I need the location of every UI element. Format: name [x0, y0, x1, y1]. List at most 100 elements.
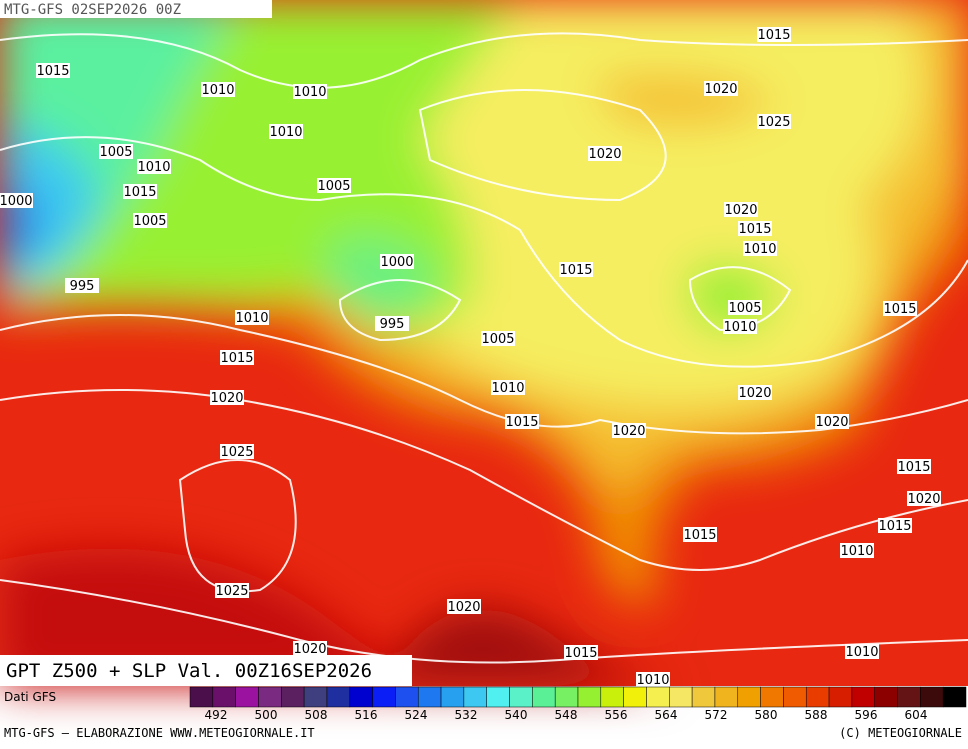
colorbar-label: 556 — [605, 708, 628, 722]
footer-right: (C) METEOGIORNALE — [839, 726, 962, 740]
label-text: 1020 — [907, 492, 940, 507]
label-bg — [99, 144, 133, 159]
colorbar-label: 548 — [555, 708, 578, 722]
colorbar-swatch — [417, 686, 442, 708]
label-text: 1010 — [293, 85, 326, 100]
label-text: 1025 — [220, 445, 253, 460]
colorbar-swatch — [669, 686, 693, 708]
isobar-label: 1010 — [723, 319, 757, 335]
label-text: 1020 — [447, 600, 480, 615]
colorbar-label: 500 — [255, 708, 278, 722]
label-bg — [0, 193, 33, 208]
colorbar-swatch — [554, 686, 579, 708]
colorbar-label: 572 — [705, 708, 728, 722]
label-bg — [293, 84, 327, 99]
label-text: 1010 — [137, 160, 170, 175]
isobar-label: 1010 — [743, 241, 777, 257]
label-text: 1005 — [481, 332, 514, 347]
colorbar-label: 596 — [855, 708, 878, 722]
colorbar-label: 508 — [305, 708, 328, 722]
colorbar-swatch — [737, 686, 761, 708]
colorbar-label: 540 — [505, 708, 528, 722]
colorbar-swatch — [235, 686, 259, 708]
label-text: 1020 — [815, 415, 848, 430]
colorbar-swatch — [212, 686, 236, 708]
colorbar-swatch — [646, 686, 670, 708]
isobar-label: 1020 — [293, 641, 327, 657]
isobar-label: 1020 — [815, 414, 849, 430]
colorbar: 492 500 508 516 524 532 540 548 556 564 572 580 588 5… — [189, 686, 967, 722]
run-info: MTG-GFS 02SEP2026 00Z — [4, 2, 181, 18]
label-bg — [728, 300, 762, 315]
label-bg — [757, 27, 791, 42]
label-text: 1010 — [201, 83, 234, 98]
isobar-label: 1015 — [123, 184, 157, 200]
label-text: 1015 — [883, 302, 916, 317]
colorbar-swatch — [783, 686, 807, 708]
label-text: 995 — [380, 317, 405, 332]
colorbar-label: 564 — [655, 708, 678, 722]
colorbar-swatch — [600, 686, 624, 708]
isobar-label: 1010 — [840, 543, 874, 559]
label-bg — [738, 385, 772, 400]
isobar-label: 995 — [65, 278, 99, 294]
isobar-label: 1020 — [704, 81, 738, 97]
isobar-label: 1025 — [757, 114, 791, 130]
label-bg — [317, 178, 351, 193]
colorbar-label: 532 — [455, 708, 478, 722]
isobar-label: 1025 — [215, 583, 249, 599]
label-text: 1020 — [724, 203, 757, 218]
label-text: 1015 — [564, 646, 597, 661]
isobar-label: 1020 — [447, 599, 481, 615]
isobar-label: 1015 — [683, 527, 717, 543]
label-text: 1020 — [704, 82, 737, 97]
label-text: 1020 — [588, 147, 621, 162]
label-text: 1005 — [99, 145, 132, 160]
isobar-label: 1015 — [757, 27, 791, 43]
isobar-label: 1005 — [99, 144, 133, 160]
label-text: 1020 — [738, 386, 771, 401]
isobar-label: 1010 — [636, 672, 670, 688]
label-text: 1005 — [133, 214, 166, 229]
header-box — [0, 0, 272, 18]
label-text: 1010 — [636, 673, 669, 688]
colorbar-swatch — [326, 686, 351, 708]
label-text: 1025 — [215, 584, 248, 599]
label-bg — [564, 645, 598, 660]
colorbar-label: 524 — [405, 708, 428, 722]
label-text: 1005 — [728, 301, 761, 316]
colorbar-label: 516 — [355, 708, 378, 722]
colorbar-label: 604 — [905, 708, 928, 722]
colorbar-swatch — [509, 686, 533, 708]
label-text: 1005 — [317, 179, 350, 194]
colorbar-swatch — [897, 686, 921, 708]
label-bg — [269, 124, 303, 139]
label-bg — [65, 278, 99, 293]
colorbar-swatch — [623, 686, 647, 708]
label-text: 1010 — [269, 125, 302, 140]
label-bg — [883, 301, 917, 316]
label-text: 1010 — [491, 381, 524, 396]
label-bg — [293, 641, 327, 656]
colorbar-label: 588 — [805, 708, 828, 722]
footer-left: MTG-GFS – ELABORAZIONE WWW.METEOGIORNALE… — [4, 726, 315, 740]
isobar-label: 1015 — [738, 221, 772, 237]
isobar-label: 1020 — [588, 146, 622, 162]
colorbar-swatch — [942, 686, 967, 708]
label-text: 1015 — [897, 460, 930, 475]
label-bg — [636, 672, 670, 687]
isobar-label: 1020 — [738, 385, 772, 401]
label-text: 1015 — [559, 263, 592, 278]
label-bg — [738, 221, 772, 236]
label-text: 1020 — [210, 391, 243, 406]
isobar-label: 1010 — [235, 310, 269, 326]
isobar-label: 1020 — [907, 491, 941, 507]
label-bg — [559, 262, 593, 277]
colorbar-label: 492 — [205, 708, 228, 722]
colorbar-swatch — [395, 686, 419, 708]
isobar-label: 1010 — [845, 644, 879, 660]
label-text: 1000 — [0, 194, 33, 209]
label-bg — [481, 331, 515, 346]
isobar-label: 1010 — [137, 159, 171, 175]
